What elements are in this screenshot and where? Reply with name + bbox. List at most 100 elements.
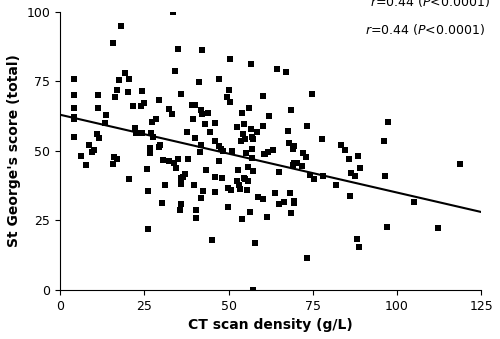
Point [346,193,354,198]
Point [148,119,156,125]
Point [144,188,152,194]
Point [381,173,389,179]
Point [196,149,204,155]
Point [70,92,78,98]
Point [94,105,102,110]
Point [201,121,209,126]
Point [240,136,248,142]
Point [260,124,268,129]
Point [302,155,310,160]
Point [198,196,205,201]
Point [82,163,90,168]
Point [248,146,256,152]
Point [114,87,122,93]
Point [320,174,328,179]
Point [236,186,244,192]
Point [246,209,254,215]
Point [274,202,282,207]
Point [132,131,140,136]
Point [264,149,272,155]
Point [352,236,360,241]
Point [208,237,216,242]
Point [215,158,223,164]
Point [70,105,78,111]
Point [184,157,192,162]
Point [318,136,326,141]
Point [197,107,205,112]
Point [176,207,184,213]
Point [226,188,234,193]
Point [174,156,182,162]
Point [198,188,206,194]
Point [300,150,308,156]
Point [192,215,200,221]
Point [276,170,283,175]
Point [244,164,252,170]
Point [351,173,359,179]
Point [356,165,364,171]
Point [239,132,247,137]
Point [138,103,145,108]
Point [224,185,232,191]
Point [152,116,160,122]
Point [290,160,298,166]
Point [216,144,224,149]
Text: $r$=0.44 ($P$<0.0001): $r$=0.44 ($P$<0.0001) [365,22,485,37]
Point [144,227,152,232]
Point [116,77,124,82]
Point [247,62,255,67]
Point [226,57,234,62]
Point [189,117,197,122]
Point [178,175,186,181]
Point [158,157,166,162]
Point [125,76,133,82]
Point [383,224,391,230]
Point [308,92,316,97]
Point [174,46,182,52]
Text: $r$=0.44 ($P$<0.0001): $r$=0.44 ($P$<0.0001) [370,0,490,8]
Point [198,47,206,53]
Point [129,103,137,109]
Point [260,93,268,99]
X-axis label: CT scan density (g/L): CT scan density (g/L) [188,318,353,332]
Point [206,129,214,135]
Point [272,66,280,72]
Point [248,134,256,139]
Point [293,160,301,165]
Point [162,182,170,187]
Point [223,94,231,99]
Point [142,166,150,172]
Point [226,87,234,93]
Point [290,143,298,148]
Point [290,198,298,203]
Point [165,158,173,164]
Point [125,176,133,181]
Point [250,240,258,245]
Point [303,123,311,128]
Point [77,154,85,159]
Point [198,111,206,117]
Point [212,121,220,126]
Point [198,142,205,147]
Point [287,107,295,113]
Point [345,157,353,162]
Point [172,68,179,74]
Point [246,126,254,132]
Point [111,95,119,100]
Point [212,189,220,195]
Point [244,187,252,193]
Point [70,77,78,82]
Point [154,97,162,102]
Point [212,175,220,180]
Point [242,151,250,156]
Point [70,135,78,140]
Point [194,80,202,85]
Point [285,140,293,145]
Point [219,148,227,154]
Point [254,195,262,200]
Point [238,111,246,116]
Point [238,217,246,222]
Point [244,178,252,183]
Point [236,139,244,144]
Point [88,149,96,154]
